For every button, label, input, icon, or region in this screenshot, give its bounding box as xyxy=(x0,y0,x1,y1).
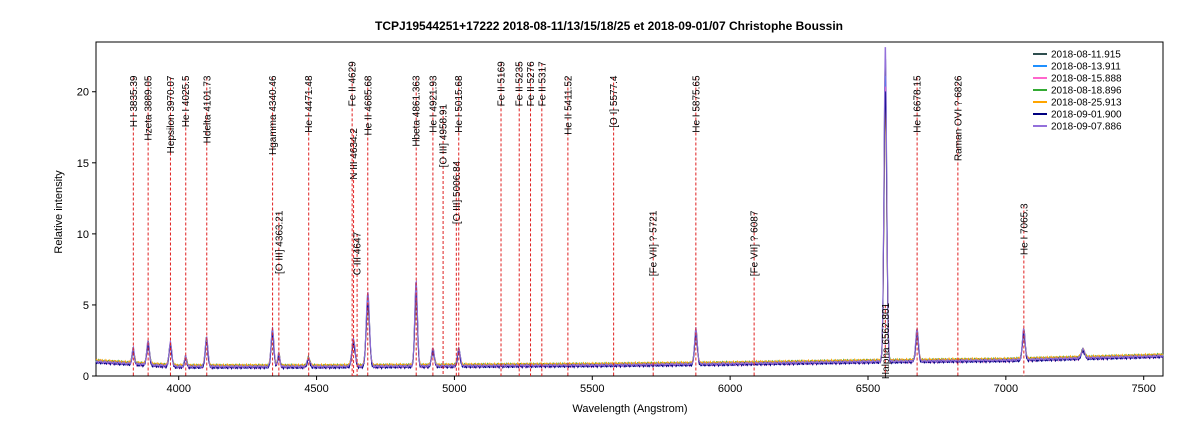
y-tick-label: 15 xyxy=(77,158,89,170)
y-tick-label: 10 xyxy=(77,229,89,241)
chart-title: TCPJ19544251+17222 2018-08-11/13/15/18/2… xyxy=(375,19,843,33)
line-id-label: Fe II 5235 xyxy=(515,61,526,106)
line-id-label: Raman OVI ? 6826 xyxy=(953,75,964,161)
x-axis: 4000 4500 5000 5500 6000 6500 7000 7500 xyxy=(166,376,1156,395)
line-id-label: He I 6678.15 xyxy=(913,75,924,133)
line-id-label: Hbeta 4861.363 xyxy=(412,75,423,147)
line-id-label: He I 4025.5 xyxy=(181,75,192,127)
legend-label: 2018-08-11.915 xyxy=(1051,50,1121,61)
y-tick-label: 0 xyxy=(83,371,89,383)
line-identifications: H I 3835.39 Hzeta 3889.05 Hepsilon 3970.07… xyxy=(129,61,1031,379)
x-tick-label: 4000 xyxy=(166,383,190,395)
line-id-label: Hgamma 4340.46 xyxy=(268,75,279,155)
line-id-label: Hzeta 3889.05 xyxy=(144,75,155,140)
line-id-label: [O III] 4363.21 xyxy=(274,210,285,274)
x-tick-label: 7000 xyxy=(994,383,1018,395)
x-tick-label: 5500 xyxy=(580,383,604,395)
plot-frame xyxy=(95,41,1164,377)
line-id-label: [O III] 5006.84 xyxy=(452,160,463,224)
line-id-label: He I 5875.65 xyxy=(691,75,702,133)
line-id-label: He I 5015.68 xyxy=(454,75,465,133)
line-id-label: [Fe VII] ? 5721 xyxy=(649,210,660,276)
y-axis-label: Relative intensity xyxy=(53,170,65,254)
x-tick-label: 5000 xyxy=(442,383,466,395)
legend-label: 2018-08-25.913 xyxy=(1051,98,1122,109)
legend-label: 2018-09-07.886 xyxy=(1051,122,1122,133)
line-id-label: He I 7065.3 xyxy=(1019,203,1030,255)
y-tick-label: 5 xyxy=(83,300,89,312)
line-id-label: Fe II 5317 xyxy=(537,61,548,106)
line-id-label: Hepsilon 3970.07 xyxy=(166,75,177,153)
line-id-label: Halpha 6562.801 xyxy=(881,302,892,379)
line-id-label: Fe II 5169 xyxy=(497,61,508,106)
y-tick-label: 20 xyxy=(77,87,89,99)
x-tick-label: 7500 xyxy=(1131,383,1155,395)
line-id-label: C III 4647 xyxy=(353,231,364,275)
line-id-label: He I 4471.48 xyxy=(304,75,315,133)
line-id-label: He I 4921.93 xyxy=(428,75,439,133)
line-id-label: Fe II 4629 xyxy=(348,61,359,106)
legend-label: 2018-08-18.896 xyxy=(1051,86,1122,97)
line-id-label: He II 5411.52 xyxy=(563,75,574,135)
series-layer xyxy=(95,46,1164,371)
line-id-label: [O I] 5577.4 xyxy=(609,75,620,128)
line-id-label: Fe II 5276 xyxy=(526,61,537,106)
legend: 2018-08-11.9152018-08-13.9112018-08-15.8… xyxy=(1033,50,1122,133)
line-id-label: Hdelta 4101.73 xyxy=(202,75,213,143)
x-tick-label: 6500 xyxy=(856,383,880,395)
line-id-label: N III 4634.2 xyxy=(349,128,360,180)
x-axis-label: Wavelength (Angstrom) xyxy=(572,403,687,415)
line-id-label: He II 4685.68 xyxy=(363,75,374,135)
legend-label: 2018-08-15.888 xyxy=(1051,74,1122,85)
line-id-label: [O III] 4958.91 xyxy=(439,104,450,168)
x-tick-label: 6000 xyxy=(718,383,742,395)
legend-label: 2018-09-01.900 xyxy=(1051,110,1122,121)
x-tick-label: 4500 xyxy=(304,383,328,395)
y-axis: 0 5 10 15 20 xyxy=(77,87,96,383)
line-id-label: [Fe VII] ? 6087 xyxy=(750,210,761,276)
series-line xyxy=(95,46,1164,370)
legend-label: 2018-08-13.911 xyxy=(1051,62,1121,73)
line-id-label: H I 3835.39 xyxy=(129,75,140,127)
